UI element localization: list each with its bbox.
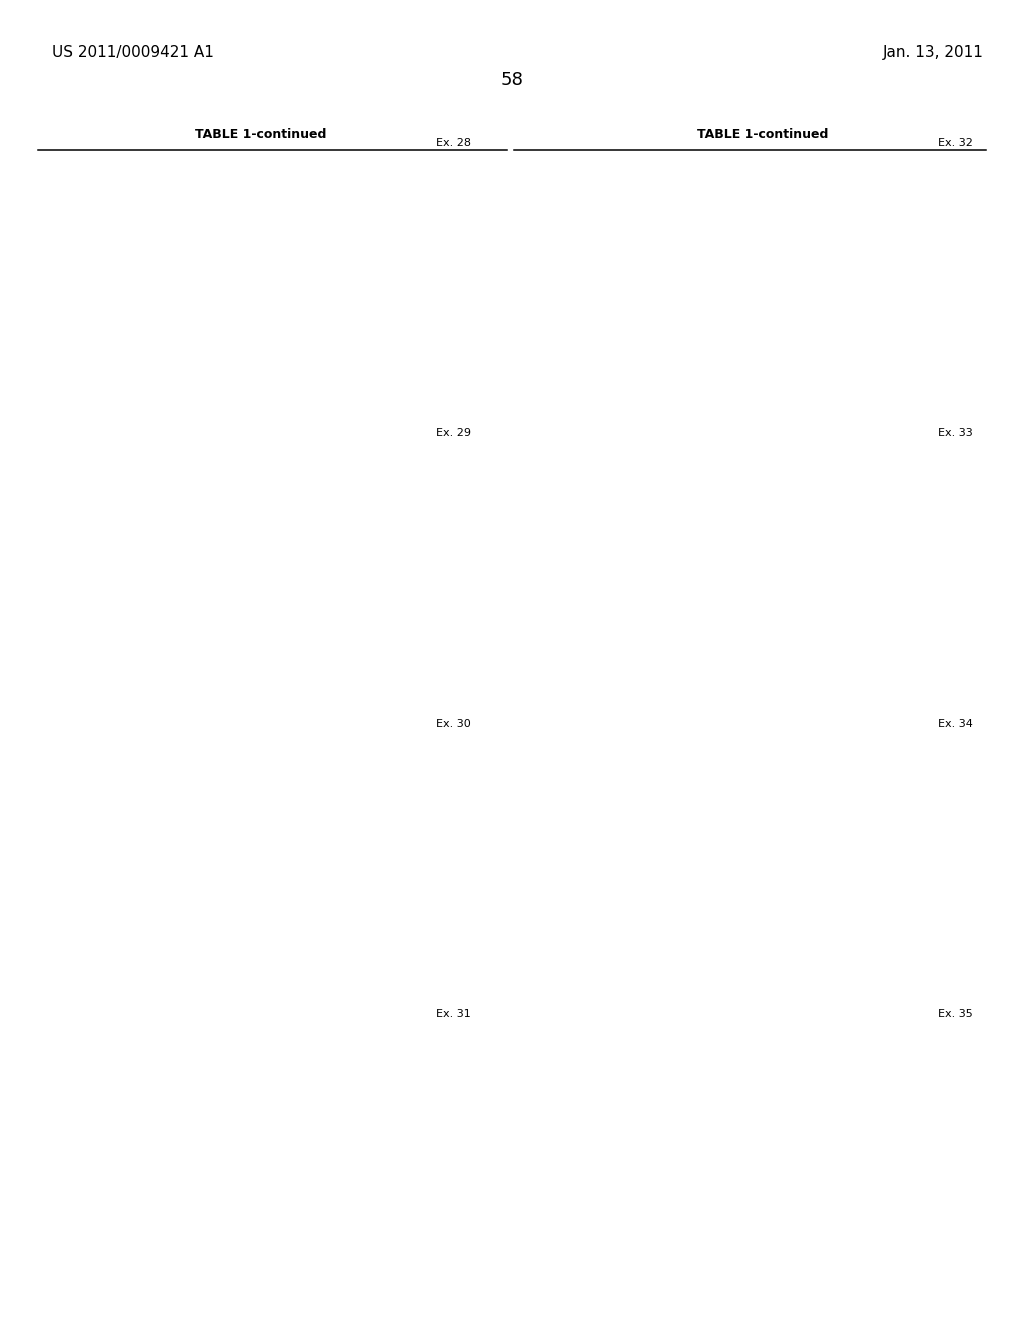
Text: Ex. 29: Ex. 29: [436, 428, 471, 438]
Text: US 2011/0009421 A1: US 2011/0009421 A1: [52, 45, 214, 59]
Text: TABLE 1-continued: TABLE 1-continued: [697, 128, 828, 141]
Text: Ex. 32: Ex. 32: [938, 137, 973, 148]
Text: Ex. 34: Ex. 34: [938, 718, 973, 729]
Text: 58: 58: [501, 71, 523, 88]
Text: TABLE 1-continued: TABLE 1-continued: [196, 128, 327, 141]
Text: Ex. 30: Ex. 30: [436, 718, 471, 729]
Text: Ex. 31: Ex. 31: [436, 1008, 471, 1019]
Text: Jan. 13, 2011: Jan. 13, 2011: [883, 45, 984, 59]
Text: Ex. 28: Ex. 28: [436, 137, 471, 148]
Text: Ex. 35: Ex. 35: [938, 1008, 973, 1019]
Text: Ex. 33: Ex. 33: [938, 428, 973, 438]
